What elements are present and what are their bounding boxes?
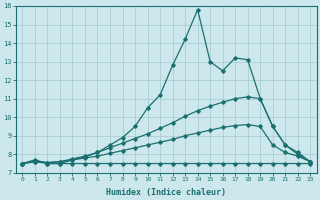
X-axis label: Humidex (Indice chaleur): Humidex (Indice chaleur) (106, 188, 226, 197)
